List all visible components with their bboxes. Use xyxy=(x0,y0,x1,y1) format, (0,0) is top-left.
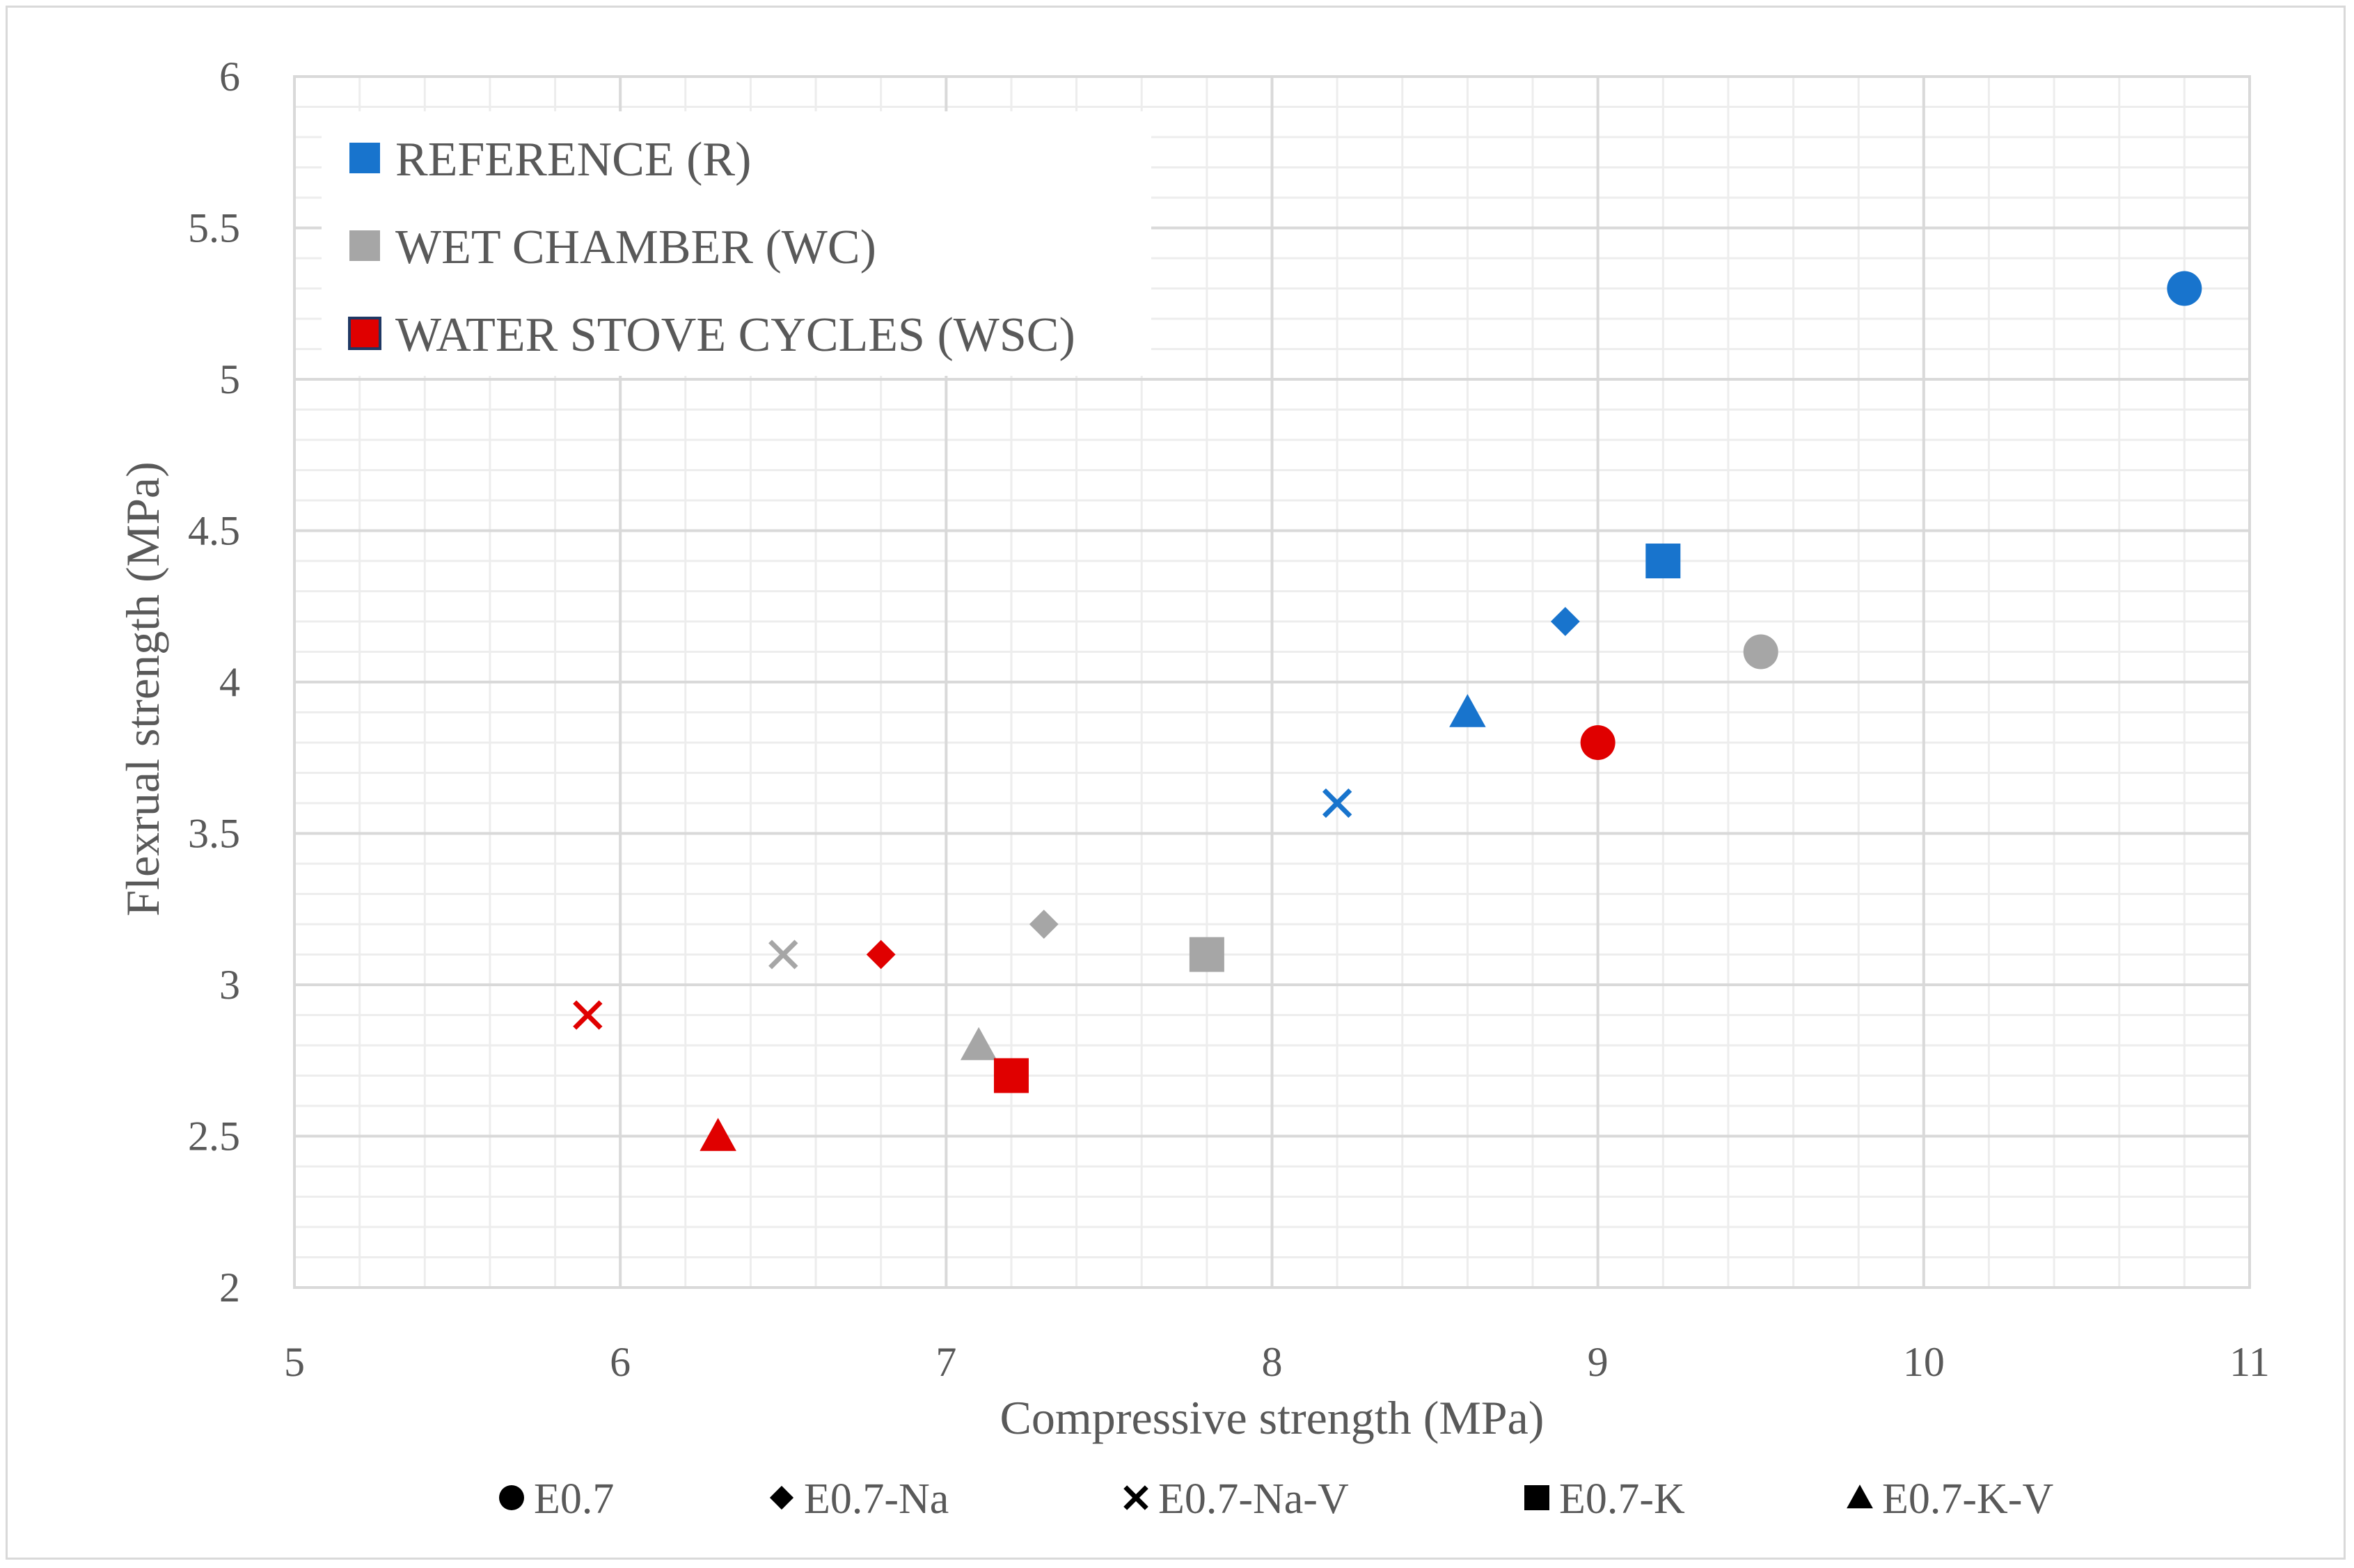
x-tick-label: 9 xyxy=(1588,1339,1609,1385)
marker-legend-symbol-circle xyxy=(499,1485,524,1510)
marker-legend-symbol-square xyxy=(1524,1485,1549,1510)
data-point-circle xyxy=(2167,271,2202,306)
color-legend-swatch xyxy=(348,317,381,350)
marker-legend-label: E0.7-K-V xyxy=(1882,1475,2053,1523)
x-tick-label: 6 xyxy=(610,1339,631,1385)
marker-legend-label: E0.7-K xyxy=(1559,1475,1685,1523)
x-tick-label: 8 xyxy=(1262,1339,1283,1385)
marker-legend-symbol-triangle xyxy=(1847,1484,1873,1509)
color-legend-label: WET CHAMBER (WC) xyxy=(395,221,876,274)
x-tick-label: 7 xyxy=(935,1339,956,1385)
data-point-triangle xyxy=(1449,694,1486,727)
x-tick-label: 5 xyxy=(284,1339,305,1385)
data-point-circle xyxy=(1743,634,1778,670)
x-axis-ticks: 5 6 7 8 9 10 11 xyxy=(284,1339,2270,1385)
data-point-square xyxy=(993,1058,1029,1093)
data-point-cross xyxy=(573,1000,603,1030)
color-legend-swatch xyxy=(349,230,380,261)
y-tick-label: 2 xyxy=(219,1265,240,1310)
y-tick-label: 4 xyxy=(219,659,240,705)
x-axis-title: Compressive strength (MPa) xyxy=(1000,1391,1545,1444)
color-legend: REFERENCE (R) WET CHAMBER (WC) WATER STOVE… xyxy=(322,111,1151,376)
data-point-triangle xyxy=(960,1027,997,1061)
data-points xyxy=(573,271,2202,1151)
data-point-cross xyxy=(1322,788,1352,818)
plot-area-border xyxy=(293,75,2251,1289)
data-point-circle xyxy=(1580,725,1616,760)
data-point-diamond xyxy=(866,940,896,969)
y-axis-ticks: 2 2.5 3 3.5 4 4.5 5 5.5 6 xyxy=(188,54,240,1310)
x-tick-label: 11 xyxy=(2229,1339,2270,1385)
marker-legend-symbol-diamond xyxy=(769,1485,794,1510)
data-point-square xyxy=(1189,937,1224,972)
data-point-diamond xyxy=(1029,910,1059,939)
marker-legend-label: E0.7-Na xyxy=(804,1475,949,1523)
data-point-cross xyxy=(768,940,798,969)
color-legend-swatch xyxy=(349,143,380,173)
marker-legend-symbol-cross xyxy=(1123,1485,1148,1510)
color-legend-label: WATER STOVE CYCLES (WSC) xyxy=(395,308,1075,362)
marker-legend-label: E0.7-Na-V xyxy=(1158,1475,1349,1523)
data-point-triangle xyxy=(700,1118,736,1151)
y-tick-label: 4.5 xyxy=(188,508,240,554)
color-legend-label: REFERENCE (R) xyxy=(395,133,751,187)
color-legend-background xyxy=(322,111,1151,376)
x-tick-label: 10 xyxy=(1903,1339,1945,1385)
data-point-diamond xyxy=(1550,607,1580,636)
y-tick-label: 3 xyxy=(219,962,240,1008)
marker-legend-label: E0.7 xyxy=(534,1475,614,1523)
y-axis-title: Flexrual strength (MPa) xyxy=(116,461,169,916)
y-tick-label: 2.5 xyxy=(188,1114,240,1159)
y-tick-label: 5.5 xyxy=(188,205,240,251)
marker-legend: E0.7 E0.7-Na E0.7-Na-V E0.7-K E0.7-K-V xyxy=(499,1475,2053,1523)
y-tick-label: 6 xyxy=(219,54,240,100)
y-tick-label: 5 xyxy=(219,356,240,402)
data-point-square xyxy=(1645,544,1681,578)
y-tick-label: 3.5 xyxy=(188,811,240,857)
